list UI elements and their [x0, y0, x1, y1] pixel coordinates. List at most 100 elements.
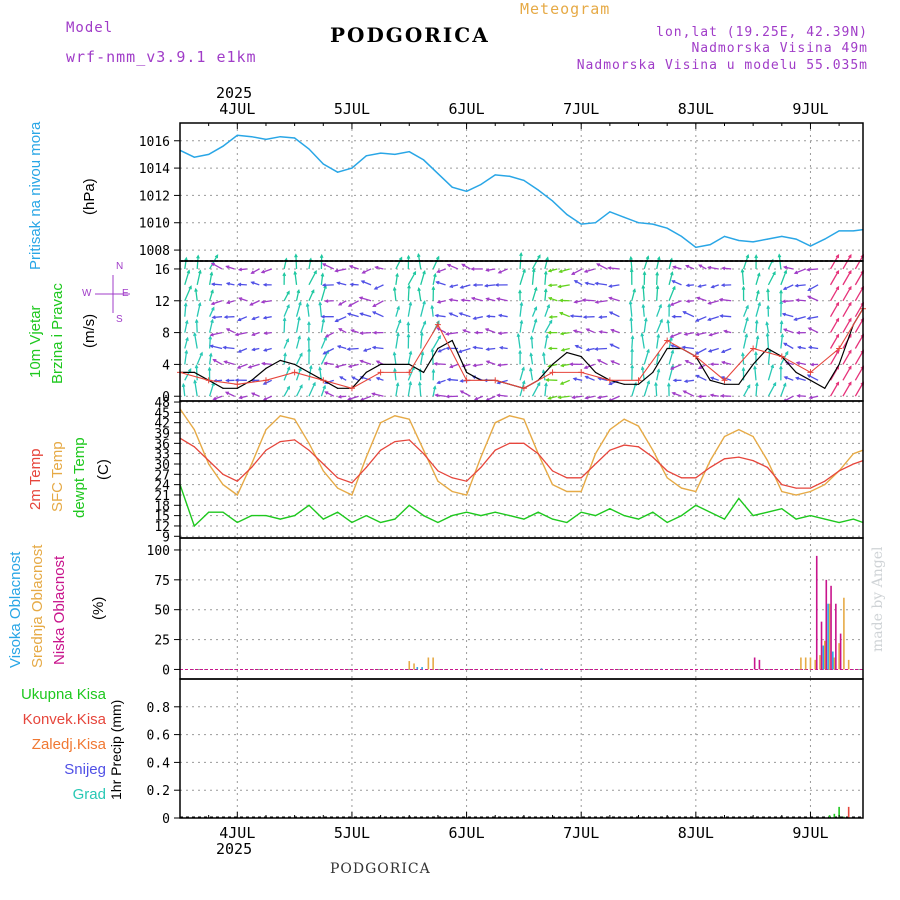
wind-arrow-head	[408, 301, 413, 306]
wind-label-2: Brzina i Pravac	[49, 283, 66, 384]
wind-arrow	[420, 321, 426, 333]
wind-arrow	[184, 350, 188, 365]
temp-2m-line	[179, 437, 864, 489]
temp-2m-line-point	[351, 482, 353, 484]
sfc-temp-line-point	[279, 415, 281, 417]
wind-arrow	[485, 284, 496, 287]
wind-arrow-head	[806, 295, 812, 300]
temp-2m-line-point	[537, 453, 539, 455]
sfc-temp-line-point	[408, 418, 410, 420]
wind-speed-line-point	[766, 347, 769, 350]
wind-arrow-head	[547, 283, 552, 288]
wind-arrow	[842, 366, 852, 381]
wind-arrow	[780, 383, 787, 397]
wind-arrow	[842, 270, 852, 286]
wind-arrow	[486, 395, 496, 402]
wind-arrow-head	[282, 316, 287, 322]
temp-2m-line-point	[781, 484, 783, 486]
wind-arrow	[420, 332, 423, 349]
wind-arrow	[807, 268, 819, 271]
wind-arrow	[668, 350, 674, 365]
wind-arrow-head	[224, 391, 230, 395]
wind-arrow	[407, 285, 410, 301]
wind-arrow	[642, 285, 645, 301]
wind-arrow-head	[718, 297, 723, 302]
wind-arrow-head	[262, 348, 268, 352]
wind-arrow	[722, 267, 732, 270]
wind-arrow-head	[294, 253, 298, 258]
wind-arrow-head	[596, 359, 601, 363]
wind-arrow-head	[395, 382, 400, 387]
wind-arrow	[630, 256, 633, 270]
wind-arrow-head	[610, 360, 615, 364]
dewpt-line-point	[279, 518, 281, 520]
wind-arrow	[407, 302, 412, 317]
wind-arrow	[683, 311, 695, 318]
cloud-ytick-label: 0	[162, 663, 170, 678]
wind-arrow-head	[548, 315, 553, 319]
wind-arrow	[829, 302, 840, 318]
wind-arrow	[308, 382, 316, 397]
wind-arrow-head	[547, 346, 552, 351]
wind-arrow	[463, 329, 471, 334]
wind-arrow-head	[406, 321, 411, 326]
wind-arrow	[432, 335, 441, 349]
wind-arrow	[420, 301, 426, 317]
pressure-line-point	[251, 136, 253, 138]
wind-arrow-head	[286, 303, 290, 309]
wind-arrow-head	[461, 263, 466, 268]
wind-arrow	[519, 320, 523, 333]
wind-arrow	[196, 270, 202, 286]
wind-arrow	[261, 300, 272, 303]
wind-arrow	[696, 297, 707, 302]
wind-arrow	[449, 284, 459, 288]
wind-arrow	[561, 347, 570, 352]
compass-n: N	[116, 261, 124, 272]
wind-arrow-head	[485, 314, 491, 319]
wind-arrow	[544, 334, 549, 349]
dewpt-line-point	[637, 518, 640, 520]
wind-arrow-head	[472, 316, 477, 321]
wind-arrow-head	[448, 312, 453, 316]
dewpt-line-point	[623, 515, 625, 517]
sfc-temp-line-point	[322, 470, 324, 472]
wind-arrow-head	[360, 280, 365, 284]
wind-arrow	[486, 268, 496, 272]
wind-arrow-head	[334, 318, 339, 323]
sfc-temp-line-point	[695, 490, 697, 493]
compass-w: W	[82, 288, 92, 299]
wind-arrow	[432, 386, 436, 397]
wind-arrow	[643, 380, 650, 397]
wind-arrow-head	[669, 334, 674, 338]
wind-arrow-head	[372, 303, 377, 308]
wind-arrow-head	[351, 376, 356, 380]
wind-arrow-head	[794, 283, 799, 288]
dewpt-line-point	[824, 518, 826, 520]
wind-arrow-head	[694, 318, 700, 322]
wind-arrow-head	[234, 378, 239, 383]
wind-arrow	[226, 265, 235, 270]
wind-arrow-head	[557, 395, 562, 400]
wind-arrow-head	[348, 265, 353, 269]
wind-arrow-head	[431, 368, 436, 373]
wind-arrow	[530, 353, 534, 365]
wind-arrow-head	[210, 289, 214, 294]
wind-speed-line-point	[838, 363, 840, 366]
wind-arrow	[544, 320, 553, 333]
temp-frame	[179, 400, 864, 539]
wind-arrow	[213, 395, 223, 400]
wind-arrow-head	[779, 320, 784, 325]
wind-arrow-head	[640, 332, 645, 337]
wind-ytick-label: 8	[162, 327, 170, 342]
temp-2m-line-point	[265, 449, 267, 451]
wind-arrow-head	[484, 328, 489, 332]
wind-arrow	[263, 379, 272, 385]
wind-arrow	[807, 316, 819, 320]
wind-arrow-head	[809, 362, 814, 367]
wind-arrow	[210, 345, 223, 350]
wind-arrow-head	[781, 312, 786, 317]
wind-arrow	[320, 337, 327, 349]
wind-arrow-head	[373, 286, 378, 290]
wind-arrow-head	[188, 285, 192, 290]
temp-ytick-label: 27	[154, 468, 170, 483]
